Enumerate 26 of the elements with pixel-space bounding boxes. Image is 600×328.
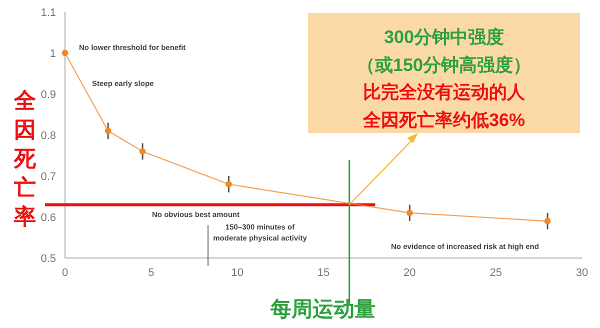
y-tick-label: 0.8 — [40, 130, 56, 142]
x-tick-label: 15 — [317, 267, 330, 279]
y-tick-label: 1 — [50, 48, 56, 60]
point — [139, 148, 146, 155]
y-tick-label: 1.1 — [40, 7, 56, 19]
point — [406, 210, 413, 216]
annotation: 300分钟中强度 — [384, 27, 504, 47]
y-tick-label: 0.7 — [40, 171, 56, 183]
x-axis-title: 每周运动量 — [270, 297, 376, 321]
x-tick-label: 10 — [231, 267, 244, 279]
annotation: 全因死亡率约低36% — [362, 110, 526, 130]
x-tick-label: 5 — [148, 267, 154, 279]
y-tick-label: 0.9 — [40, 89, 56, 101]
annotation: （或150分钟高强度） — [356, 55, 532, 75]
y-tick-label: 0.6 — [40, 212, 56, 224]
point — [62, 50, 68, 56]
point — [226, 181, 232, 188]
x-tick-label: 0 — [62, 267, 68, 279]
y-axis-title: 全因死亡率 — [13, 88, 37, 229]
y-tick-label: 0.5 — [40, 253, 56, 265]
point — [544, 218, 551, 224]
x-tick-label: 25 — [490, 267, 502, 279]
annotation: 比完全没有运动的人 — [363, 82, 526, 102]
x-tick-label: 30 — [576, 267, 588, 279]
point — [104, 128, 112, 134]
x-tick-label: 20 — [404, 267, 416, 279]
